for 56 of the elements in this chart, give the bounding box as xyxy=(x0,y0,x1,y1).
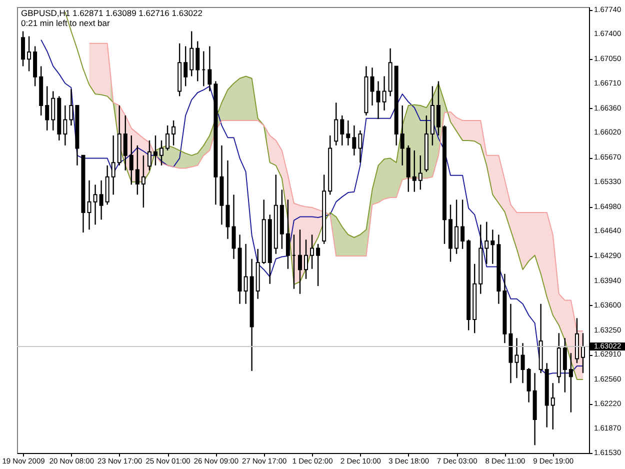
candlestick xyxy=(244,243,248,304)
candlestick xyxy=(454,199,459,255)
candlestick xyxy=(520,342,525,384)
candlestick xyxy=(436,80,440,136)
candlestick xyxy=(562,338,567,393)
candlestick xyxy=(400,104,404,166)
chart-title: GBPUSD,H1 1.62871 1.63089 1.62716 1.63022 xyxy=(21,8,203,18)
candlestick xyxy=(153,134,158,166)
candlestick xyxy=(69,88,74,126)
candlestick xyxy=(340,114,344,146)
candlestick xyxy=(172,120,176,146)
candlestick xyxy=(514,338,519,379)
candlestick xyxy=(147,140,152,172)
candlestick xyxy=(352,124,356,156)
candlestick xyxy=(190,30,194,77)
candlestick xyxy=(184,46,188,87)
candlestick xyxy=(370,67,374,106)
candlestick xyxy=(232,194,236,260)
candlestick xyxy=(310,234,314,270)
candlestick xyxy=(580,332,585,374)
candlestick xyxy=(376,80,380,120)
candlestick xyxy=(93,184,98,226)
candlestick xyxy=(87,180,92,230)
candlestick xyxy=(418,154,422,190)
candlestick xyxy=(160,140,164,166)
candlestick xyxy=(21,30,26,67)
candlestick xyxy=(196,40,200,82)
candlestick xyxy=(129,134,134,186)
candlestick xyxy=(141,154,146,208)
candlestick xyxy=(460,199,465,250)
candlestick xyxy=(135,144,140,196)
candlestick xyxy=(27,36,32,72)
candlestick xyxy=(412,150,416,192)
candlestick xyxy=(226,160,230,240)
candlestick xyxy=(316,243,320,287)
candlestick xyxy=(334,102,338,146)
candlestick xyxy=(63,104,68,146)
candlestick xyxy=(166,124,170,152)
candlestick xyxy=(298,229,302,294)
candlestick xyxy=(99,180,104,220)
candlestick xyxy=(346,120,350,146)
candlestick xyxy=(304,239,308,280)
candlestick xyxy=(358,130,362,164)
candlestick xyxy=(45,86,50,132)
candlestick xyxy=(286,199,290,270)
candlestick xyxy=(526,367,531,403)
candlestick xyxy=(568,352,573,413)
candlestick xyxy=(111,134,116,196)
candlestick xyxy=(208,46,212,92)
candlestick xyxy=(490,229,495,264)
candlestick xyxy=(484,221,489,264)
candlestick xyxy=(550,382,555,430)
text: 0:21 min left to next bar xyxy=(21,18,110,28)
candlestick xyxy=(382,76,386,112)
candlestick xyxy=(51,90,56,132)
candlestick xyxy=(123,114,128,172)
